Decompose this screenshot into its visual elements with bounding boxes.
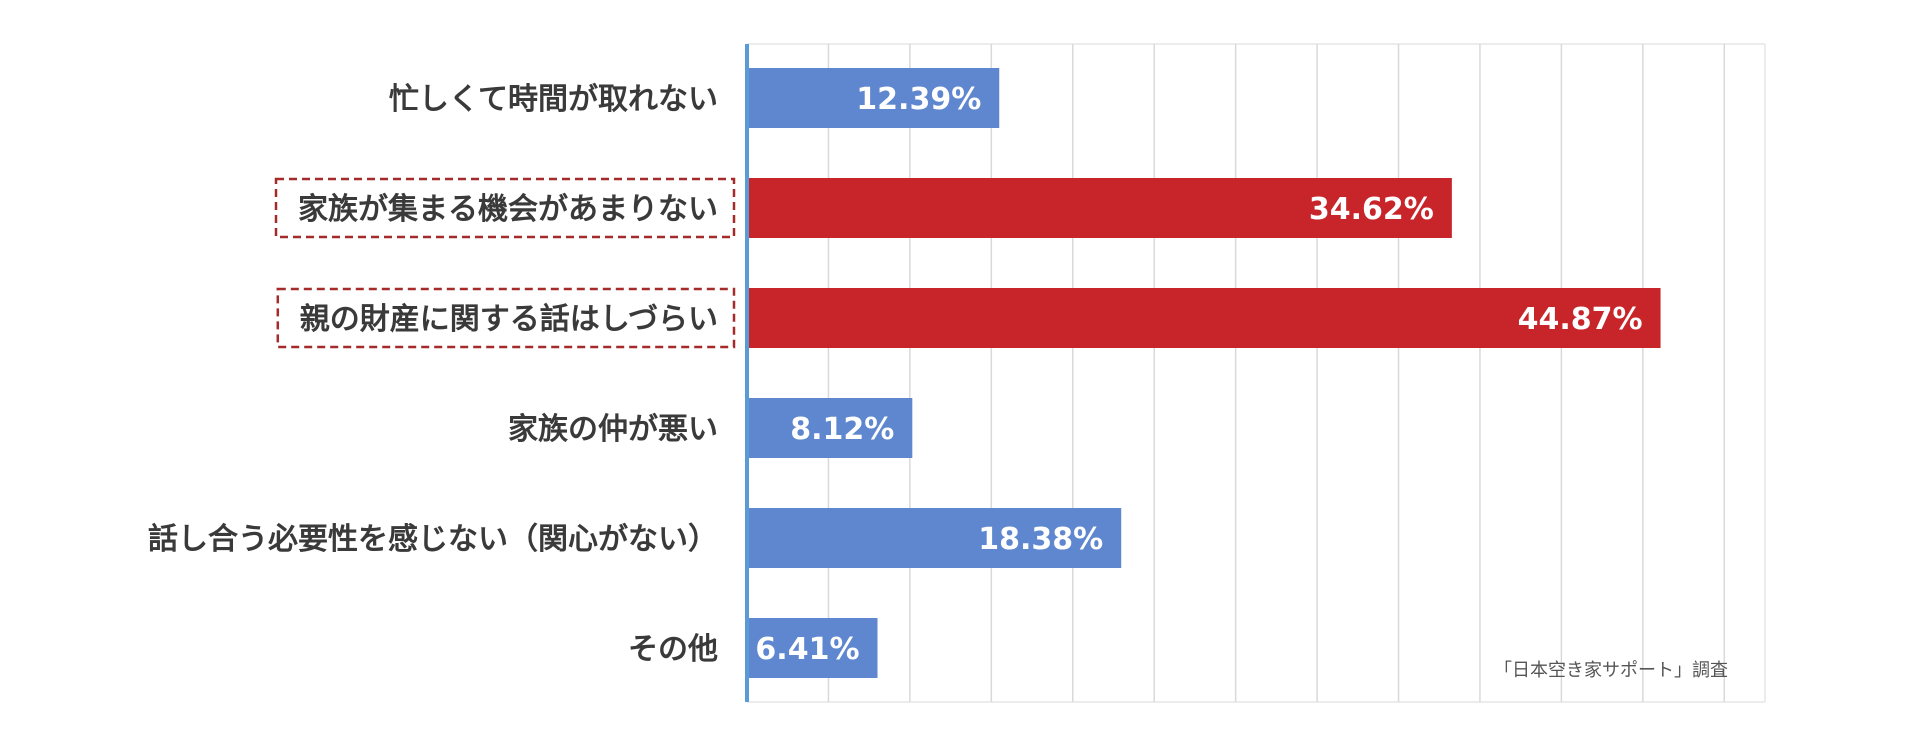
bar	[747, 288, 1661, 348]
source-note: 「日本空き家サポート」調査	[1494, 660, 1728, 681]
grid-lines	[747, 43, 1766, 703]
value-label: 34.62%	[1309, 192, 1434, 227]
category-label: 家族が集まる機会があまりない	[298, 192, 718, 227]
highlight-box	[276, 287, 736, 349]
category-label: 家族の仲が悪い	[508, 412, 718, 447]
value-label: 18.38%	[978, 522, 1103, 557]
bar	[747, 398, 913, 458]
bar	[747, 68, 1000, 128]
category-label: その他	[628, 632, 718, 667]
value-label: 12.39%	[856, 82, 981, 117]
category-label: 忙しくて時間が取れない	[389, 82, 718, 117]
value-labels: 12.39% 34.62% 44.87% 8.12% 18.38% 6.41%	[755, 82, 1642, 667]
category-labels: 忙しくて時間が取れない家族が集まる機会があまりない親の財産に関する話はしづらい家…	[148, 82, 736, 667]
bar	[747, 178, 1452, 238]
category-label: 話し合う必要性を感じない（関心がない）	[148, 522, 718, 557]
value-label: 8.12%	[790, 412, 894, 447]
value-label: 6.41%	[755, 632, 859, 667]
category-label: 親の財産に関する話はしづらい	[300, 302, 718, 337]
highlight-box	[274, 177, 736, 239]
bar	[747, 508, 1122, 568]
bars	[747, 68, 1661, 678]
value-label: 44.87%	[1518, 302, 1643, 337]
bar	[747, 618, 878, 678]
